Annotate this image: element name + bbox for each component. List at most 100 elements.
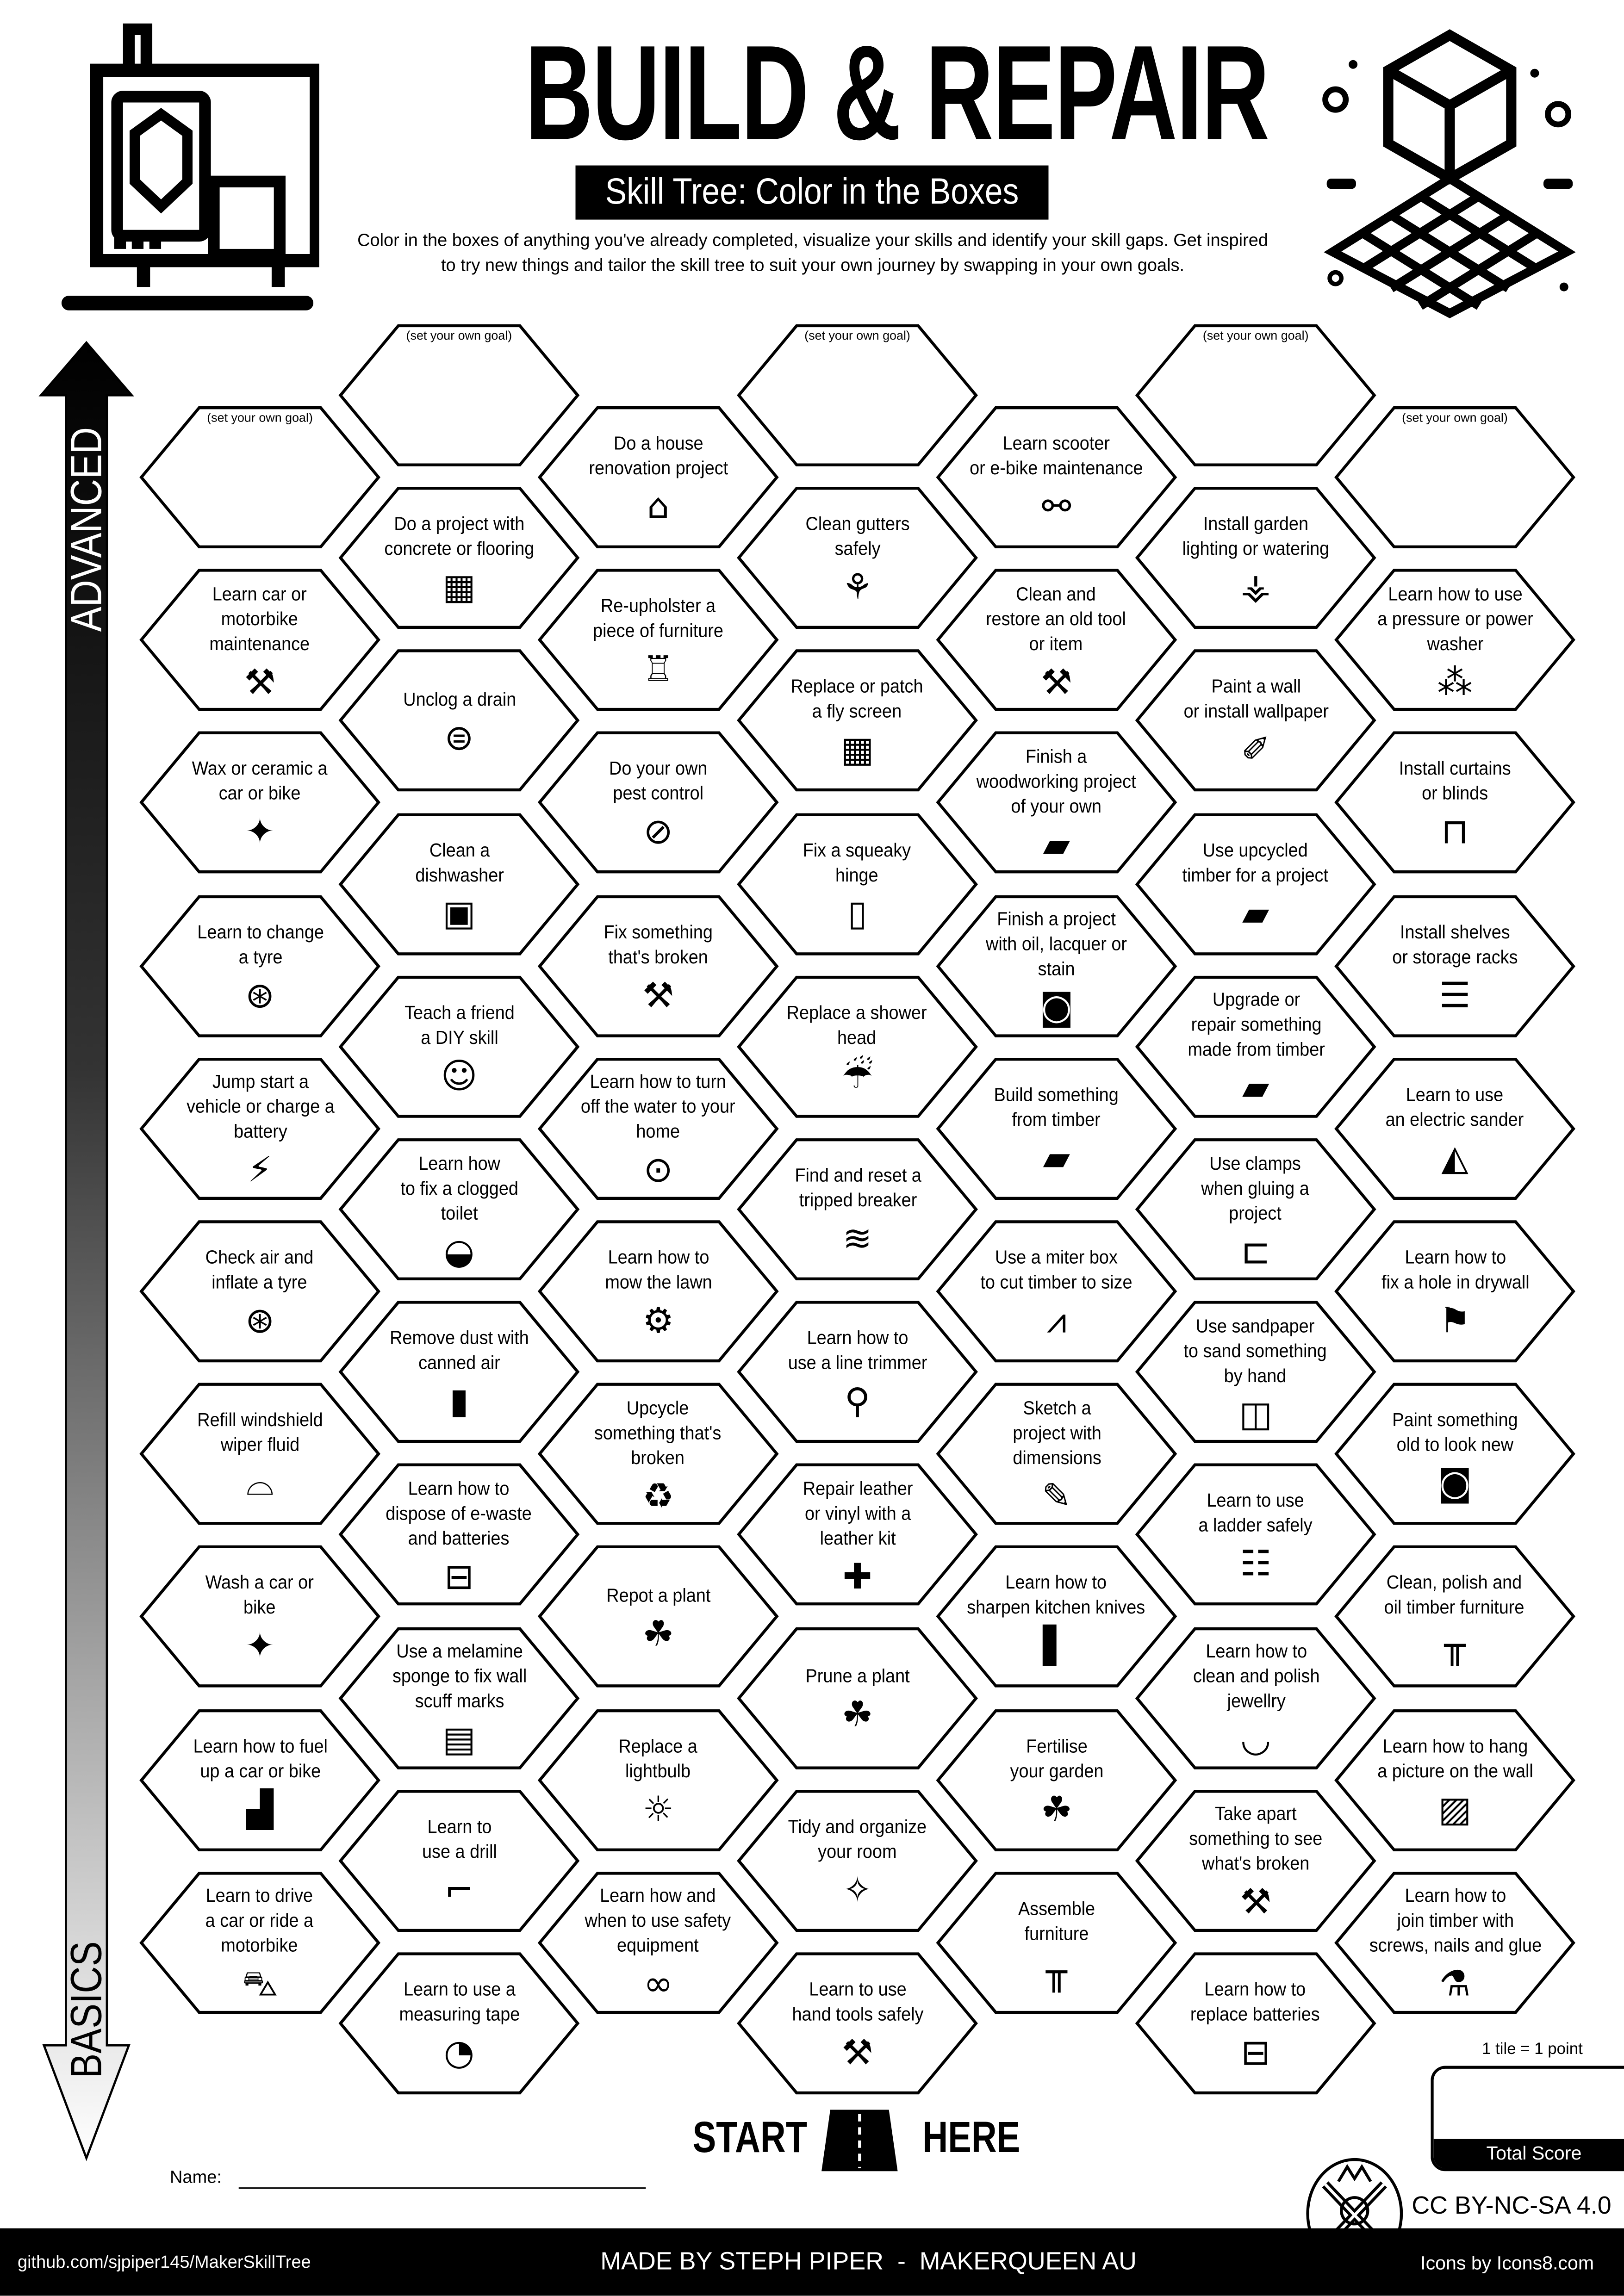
skill-tile[interactable]: Learn to drive a car or ride a motorbike… xyxy=(139,1871,381,2014)
skill-tile[interactable]: Do a house renovation project ⌂ xyxy=(537,405,779,549)
page-title: BUILD & REPAIR xyxy=(525,19,1269,168)
hex-outline xyxy=(737,1301,978,1443)
skill-label: Learn how to sharpen kitchen knives xyxy=(967,1571,1146,1619)
name-field[interactable] xyxy=(238,2186,646,2189)
skill-tile[interactable]: Learn how to use a line trimmer ⚲ xyxy=(737,1300,978,1444)
skill-tile[interactable]: Learn how to join timber with screws, na… xyxy=(1334,1871,1575,2014)
skill-label: Install curtains or blinds xyxy=(1399,757,1511,805)
total-score-box[interactable]: Total Score xyxy=(1431,2066,1624,2172)
skill-tile[interactable]: Refill windshield wiper fluid ⌓ xyxy=(139,1383,381,1526)
skill-tile[interactable]: Tidy and organize your room ✧ xyxy=(737,1789,978,1932)
github-link[interactable]: github.com/sjpiper145/MakerSkillTree xyxy=(17,2252,311,2272)
skill-tile[interactable]: Clean gutters safely ⚘ xyxy=(737,486,978,630)
skill-tile[interactable]: Prune a plant ☘ xyxy=(737,1626,978,1769)
skill-tile[interactable]: Do a project with concrete or flooring ▦ xyxy=(338,486,580,630)
skill-tile[interactable]: Learn car or motorbike maintenance ⚒ xyxy=(139,568,381,712)
skill-tile[interactable]: Learn how to sharpen kitchen knives ▌ xyxy=(936,1545,1177,1688)
custom-goal-tile[interactable]: (set your own goal) xyxy=(1334,405,1575,549)
skill-tile[interactable]: Sketch a project with dimensions ✎ xyxy=(936,1383,1177,1526)
sandpaper-icon: ◫ xyxy=(1239,1393,1273,1434)
skill-tile[interactable]: Finish a project with oil, lacquer or st… xyxy=(936,894,1177,1037)
goal-placeholder: (set your own goal) xyxy=(207,410,313,425)
skill-label: Paint a wall or install wallpaper xyxy=(1183,675,1328,723)
skill-tile[interactable]: Use a miter box to cut timber to size ⩘ xyxy=(936,1220,1177,1363)
skill-tile[interactable]: Finish a woodworking project of your own… xyxy=(936,731,1177,875)
hex-outline xyxy=(1135,1952,1376,2095)
icons-credit[interactable]: Icons by Icons8.com xyxy=(1420,2252,1594,2274)
skill-tile[interactable]: Use clamps when gluing a project ⊏ xyxy=(1135,1138,1376,1281)
skill-tile[interactable]: Learn to change a tyre ⊛ xyxy=(139,894,381,1037)
pencil-icon: ✎ xyxy=(1042,1475,1071,1517)
skill-tile[interactable]: Use sandpaper to sand something by hand ◫ xyxy=(1135,1300,1376,1444)
cleaning-hands-icon: ✧ xyxy=(842,1869,872,1911)
custom-goal-tile[interactable]: (set your own goal) xyxy=(1135,323,1376,467)
skill-tile[interactable]: Clean, polish and oil timber furniture ╥ xyxy=(1334,1545,1575,1688)
skill-tile[interactable]: Repair leather or vinyl with a leather k… xyxy=(737,1463,978,1607)
ladder-icon: ☷ xyxy=(1240,1544,1272,1585)
skill-tile[interactable]: Replace or patch a fly screen ▦ xyxy=(737,649,978,793)
skill-tile[interactable]: Assemble furniture ╥ xyxy=(936,1871,1177,2014)
skill-tile[interactable]: Upcycle something that's broken ♻ xyxy=(537,1383,779,1526)
hex-outline xyxy=(936,894,1177,1037)
skill-label: Learn how to hang a picture on the wall xyxy=(1377,1734,1533,1781)
skill-tile[interactable]: Learn how to dispose of e-waste and batt… xyxy=(338,1463,580,1607)
skill-tile[interactable]: Upgrade or repair something made from ti… xyxy=(1135,975,1376,1118)
skill-tile[interactable]: Do your own pest control ⊘ xyxy=(537,731,779,875)
custom-goal-tile[interactable]: (set your own goal) xyxy=(338,323,580,467)
skill-tile[interactable]: Wash a car or bike ✦ xyxy=(139,1545,381,1688)
skill-tile[interactable]: Replace a lightbulb ☼ xyxy=(537,1708,779,1851)
skill-tile[interactable]: Learn to use a ladder safely ☷ xyxy=(1135,1463,1376,1607)
skill-tile[interactable]: Paint something old to look new ◙ xyxy=(1334,1383,1575,1526)
skill-tile[interactable]: Learn scooter or e-bike maintenance ⚯ xyxy=(936,405,1177,549)
skill-tile[interactable]: Install shelves or storage racks ☰ xyxy=(1334,894,1575,1037)
name-label: Name: xyxy=(170,2166,222,2188)
hex-outline xyxy=(1135,1789,1376,1932)
skill-label: Wash a car or bike xyxy=(205,1571,314,1619)
skill-tile[interactable]: Clean and restore an old tool or item ⚒ xyxy=(936,568,1177,712)
skill-tile[interactable]: Clean a dishwasher ▣ xyxy=(338,812,580,956)
skill-tile[interactable]: Fix a squeaky hinge ▯ xyxy=(737,812,978,956)
hex-outline xyxy=(936,569,1177,711)
custom-goal-tile[interactable]: (set your own goal) xyxy=(139,405,381,549)
skill-tile[interactable]: Learn how to mow the lawn ⚙ xyxy=(537,1220,779,1363)
skill-tile[interactable]: Paint a wall or install wallpaper ✐ xyxy=(1135,649,1376,793)
skill-tile[interactable]: Learn how to clean and polish jewellry ◡ xyxy=(1135,1626,1376,1769)
drill-icon: ⌐ xyxy=(444,1869,474,1911)
skill-tile[interactable]: Jump start a vehicle or charge a battery… xyxy=(139,1057,381,1200)
skill-tile[interactable]: Replace a shower head ☔ xyxy=(737,975,978,1118)
skill-label: Assemble furniture xyxy=(1018,1897,1095,1944)
skill-tile[interactable]: Learn how to use a pressure or power was… xyxy=(1334,568,1575,712)
skill-tile[interactable]: Check air and inflate a tyre ⊛ xyxy=(139,1220,381,1363)
skill-tile[interactable]: Teach a friend a DIY skill ☺ xyxy=(338,975,580,1118)
skill-tile[interactable]: Learn how to hang a picture on the wall ▨ xyxy=(1334,1708,1575,1851)
skill-tile[interactable]: Learn to use an electric sander ◭ xyxy=(1334,1057,1575,1200)
skill-tile[interactable]: Use upcycled timber for a project ▰ xyxy=(1135,812,1376,956)
skill-tile[interactable]: Fix something that's broken ⚒ xyxy=(537,894,779,1037)
skill-tile[interactable]: Learn to use hand tools safely ⚒ xyxy=(737,1952,978,2095)
skill-tile[interactable]: Unclog a drain ⊜ xyxy=(338,649,580,793)
toilet-icon: ◒ xyxy=(443,1230,475,1272)
skill-tile[interactable]: Re-upholster a piece of furniture ♖ xyxy=(537,568,779,712)
skill-tile[interactable]: Fertilise your garden ☘ xyxy=(936,1708,1177,1851)
skill-tile[interactable]: Build something from timber ▰ xyxy=(936,1057,1177,1200)
skill-tile[interactable]: Learn how to fix a clogged toilet ◒ xyxy=(338,1138,580,1281)
skill-tile[interactable]: Install garden lighting or watering ⚶ xyxy=(1135,486,1376,630)
basics-label: BASICS xyxy=(63,1941,112,2079)
skill-tile[interactable]: Wax or ceramic a car or bike ✦ xyxy=(139,731,381,875)
skill-tile[interactable]: Learn how to fix a hole in drywall ⚑ xyxy=(1334,1220,1575,1363)
skill-tile[interactable]: Learn to use a measuring tape ◔ xyxy=(338,1952,580,2095)
skill-tile[interactable]: Install curtains or blinds ⊓ xyxy=(1334,731,1575,875)
skill-tile[interactable]: Find and reset a tripped breaker ≋ xyxy=(737,1138,978,1281)
skill-tile[interactable]: Take apart something to see what's broke… xyxy=(1135,1789,1376,1932)
skill-tile[interactable]: Learn to use a drill ⌐ xyxy=(338,1789,580,1932)
hex-outline xyxy=(1135,813,1376,955)
skill-tile[interactable]: Learn how to turn off the water to your … xyxy=(537,1057,779,1200)
skill-tile[interactable]: Remove dust with canned air ▮ xyxy=(338,1300,580,1444)
custom-goal-tile[interactable]: (set your own goal) xyxy=(737,323,978,467)
skill-tile[interactable]: Learn how and when to use safety equipme… xyxy=(537,1871,779,2014)
skill-tile[interactable]: Learn how to fuel up a car or bike ▟ xyxy=(139,1708,381,1851)
skill-tile[interactable]: Learn how to replace batteries ⊟ xyxy=(1135,1952,1376,2095)
skill-tile[interactable]: Repot a plant ☘ xyxy=(537,1545,779,1688)
skill-label: Repair leather or vinyl with a leather k… xyxy=(802,1477,913,1549)
skill-tile[interactable]: Use a melamine sponge to fix wall scuff … xyxy=(338,1626,580,1769)
